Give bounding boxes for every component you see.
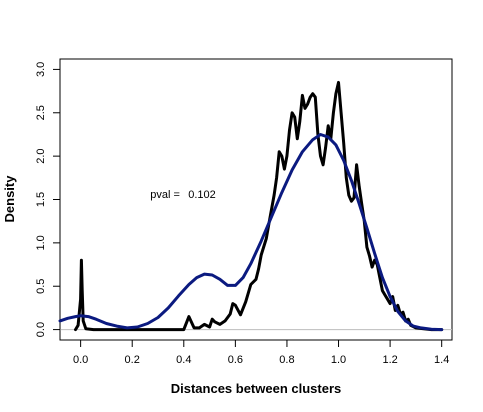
x-tick-label: 0.2	[125, 354, 140, 366]
empirical-density-line	[76, 82, 442, 329]
smoothed-density-line	[60, 135, 442, 330]
x-tick-label: 0.0	[73, 354, 88, 366]
y-tick-label: 1.0	[35, 235, 47, 250]
pval-value: 0.102	[188, 189, 216, 201]
pval-label: pval =	[150, 189, 180, 201]
x-tick-label: 1.2	[382, 354, 397, 366]
y-tick-label: 0.0	[35, 322, 47, 337]
x-tick-label: 1.0	[331, 354, 346, 366]
y-tick-label: 2.0	[35, 148, 47, 163]
x-tick-label: 0.6	[228, 354, 243, 366]
y-tick-label: 1.5	[35, 192, 47, 207]
y-tick-label: 2.5	[35, 105, 47, 120]
series-layer	[60, 82, 442, 329]
x-tick-label: 0.8	[279, 354, 294, 366]
x-tick-label: 0.4	[176, 354, 191, 366]
x-axis-title: Distances between clusters	[171, 381, 342, 396]
x-tick-label: 1.4	[434, 354, 449, 366]
y-tick-label: 3.0	[35, 62, 47, 77]
x-axis: 0.0 0.2 0.4 0.6 0.8 1.0 1.2 1.4	[73, 340, 449, 366]
y-axis: 0.0 0.5 1.0 1.5 2.0 2.5 3.0	[35, 62, 60, 337]
y-axis-title: Density	[2, 175, 17, 223]
y-tick-label: 0.5	[35, 279, 47, 294]
